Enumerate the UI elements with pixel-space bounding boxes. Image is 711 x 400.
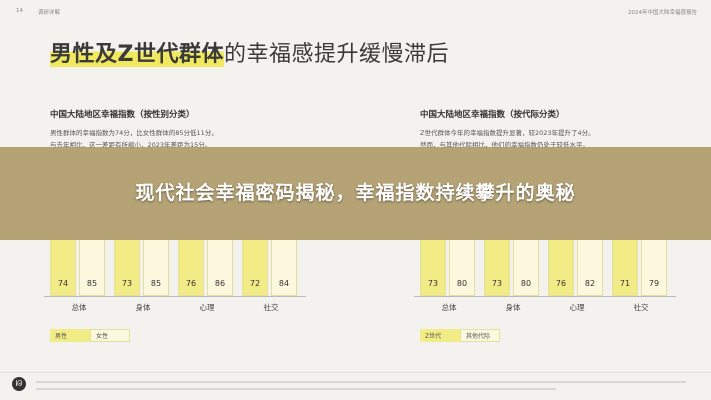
gender-categories: 总体 身体 心理 社交 [50, 302, 306, 313]
bar-other-gen: 82 [577, 240, 603, 296]
chart-axis [414, 296, 676, 297]
bar-group-body: 73 85 [114, 240, 172, 296]
category-label: 身体 [135, 303, 151, 312]
report-label: 2024年中国大陆幸福感报告 [628, 10, 697, 16]
bar-male: 76 [178, 240, 204, 296]
generation-text-line: 然而，与其他代际相比，他们的幸福指数仍处于较低水平。 [420, 141, 589, 149]
bar-female: 84 [271, 240, 297, 296]
bar-female: 85 [143, 240, 169, 296]
bar-male: 72 [242, 240, 268, 296]
article-title-banner: 现代社会幸福密码揭秘，幸福指数持续攀升的奥秘 [0, 147, 711, 240]
bar-gen-z: 73 [420, 240, 446, 296]
generation-heading: 中国大陆地区幸福指数（按代际分类） [420, 110, 565, 120]
gender-text-line: 与去年相比，这一差距有所缩小，2023年差距为15分。 [50, 141, 212, 149]
bar-other-gen: 80 [513, 240, 539, 296]
bar-group-mind: 76 82 [548, 240, 606, 296]
footer-divider [0, 372, 711, 373]
bar-group-body: 73 80 [484, 240, 542, 296]
category-label: 总体 [71, 303, 87, 312]
legend-male: 男性 [50, 329, 90, 342]
generation-bar-chart: 73 80 73 80 76 82 71 79 [420, 240, 676, 296]
category-label: 身体 [505, 303, 521, 312]
category-label: 心理 [569, 303, 585, 312]
bar-group-overall: 73 80 [420, 240, 478, 296]
bar-other-gen: 80 [449, 240, 475, 296]
footer-fine-print [36, 381, 686, 383]
bar-male: 73 [114, 240, 140, 296]
bar-gen-z: 76 [548, 240, 574, 296]
bar-other-gen: 79 [641, 240, 667, 296]
title-highlight: 男性及Z世代群体 [50, 42, 224, 67]
bar-group-social: 71 79 [612, 240, 670, 296]
gender-heading: 中国大陆地区幸福指数（按性别分类） [50, 110, 195, 120]
generation-categories: 总体 身体 心理 社交 [420, 302, 676, 313]
chart-axis [44, 296, 306, 297]
generation-legend: Z世代 其他代际 [420, 329, 500, 342]
generation-text-line: Z世代群体今年的幸福指数提升显著，较2023年提升了4分。 [420, 129, 595, 137]
legend-female: 女性 [90, 329, 130, 342]
gender-bar-chart: 74 85 73 85 76 86 72 84 [50, 240, 306, 296]
category-label: 社交 [633, 303, 649, 312]
bar-female: 86 [207, 240, 233, 296]
legend-gen-z: Z世代 [420, 329, 460, 342]
bar-female: 85 [79, 240, 105, 296]
bar-gen-z: 73 [484, 240, 510, 296]
bar-group-overall: 74 85 [50, 240, 108, 296]
generation-panel: 中国大陆地区幸福指数（按代际分类） Z世代群体今年的幸福指数提升显著，较2023… [420, 108, 680, 151]
bar-male: 74 [50, 240, 76, 296]
gender-legend: 男性 女性 [50, 329, 130, 342]
bar-gen-z: 71 [612, 240, 638, 296]
bar-group-social: 72 84 [242, 240, 300, 296]
title-rest: 的幸福感提升缓慢滞后 [223, 42, 449, 67]
section-label: 调研详解 [38, 10, 61, 16]
footer-fine-print [36, 388, 556, 390]
bar-group-mind: 76 86 [178, 240, 236, 296]
gender-text-line: 男性群体的幸福指数为74分，比女性群体的85分低11分。 [50, 129, 218, 137]
category-label: 心理 [199, 303, 215, 312]
lululemon-logo-icon: ᘘ [12, 377, 26, 391]
category-label: 总体 [441, 303, 457, 312]
category-label: 社交 [263, 303, 279, 312]
article-title[interactable]: 现代社会幸福密码揭秘，幸福指数持续攀升的奥秘 [135, 182, 576, 204]
legend-other-gen: 其他代际 [460, 329, 500, 342]
gender-panel: 中国大陆地区幸福指数（按性别分类） 男性群体的幸福指数为74分，比女性群体的85… [50, 108, 310, 151]
page-number: 14 [16, 8, 23, 14]
page-title: 男性及Z世代群体的幸福感提升缓慢滞后 [50, 36, 449, 68]
